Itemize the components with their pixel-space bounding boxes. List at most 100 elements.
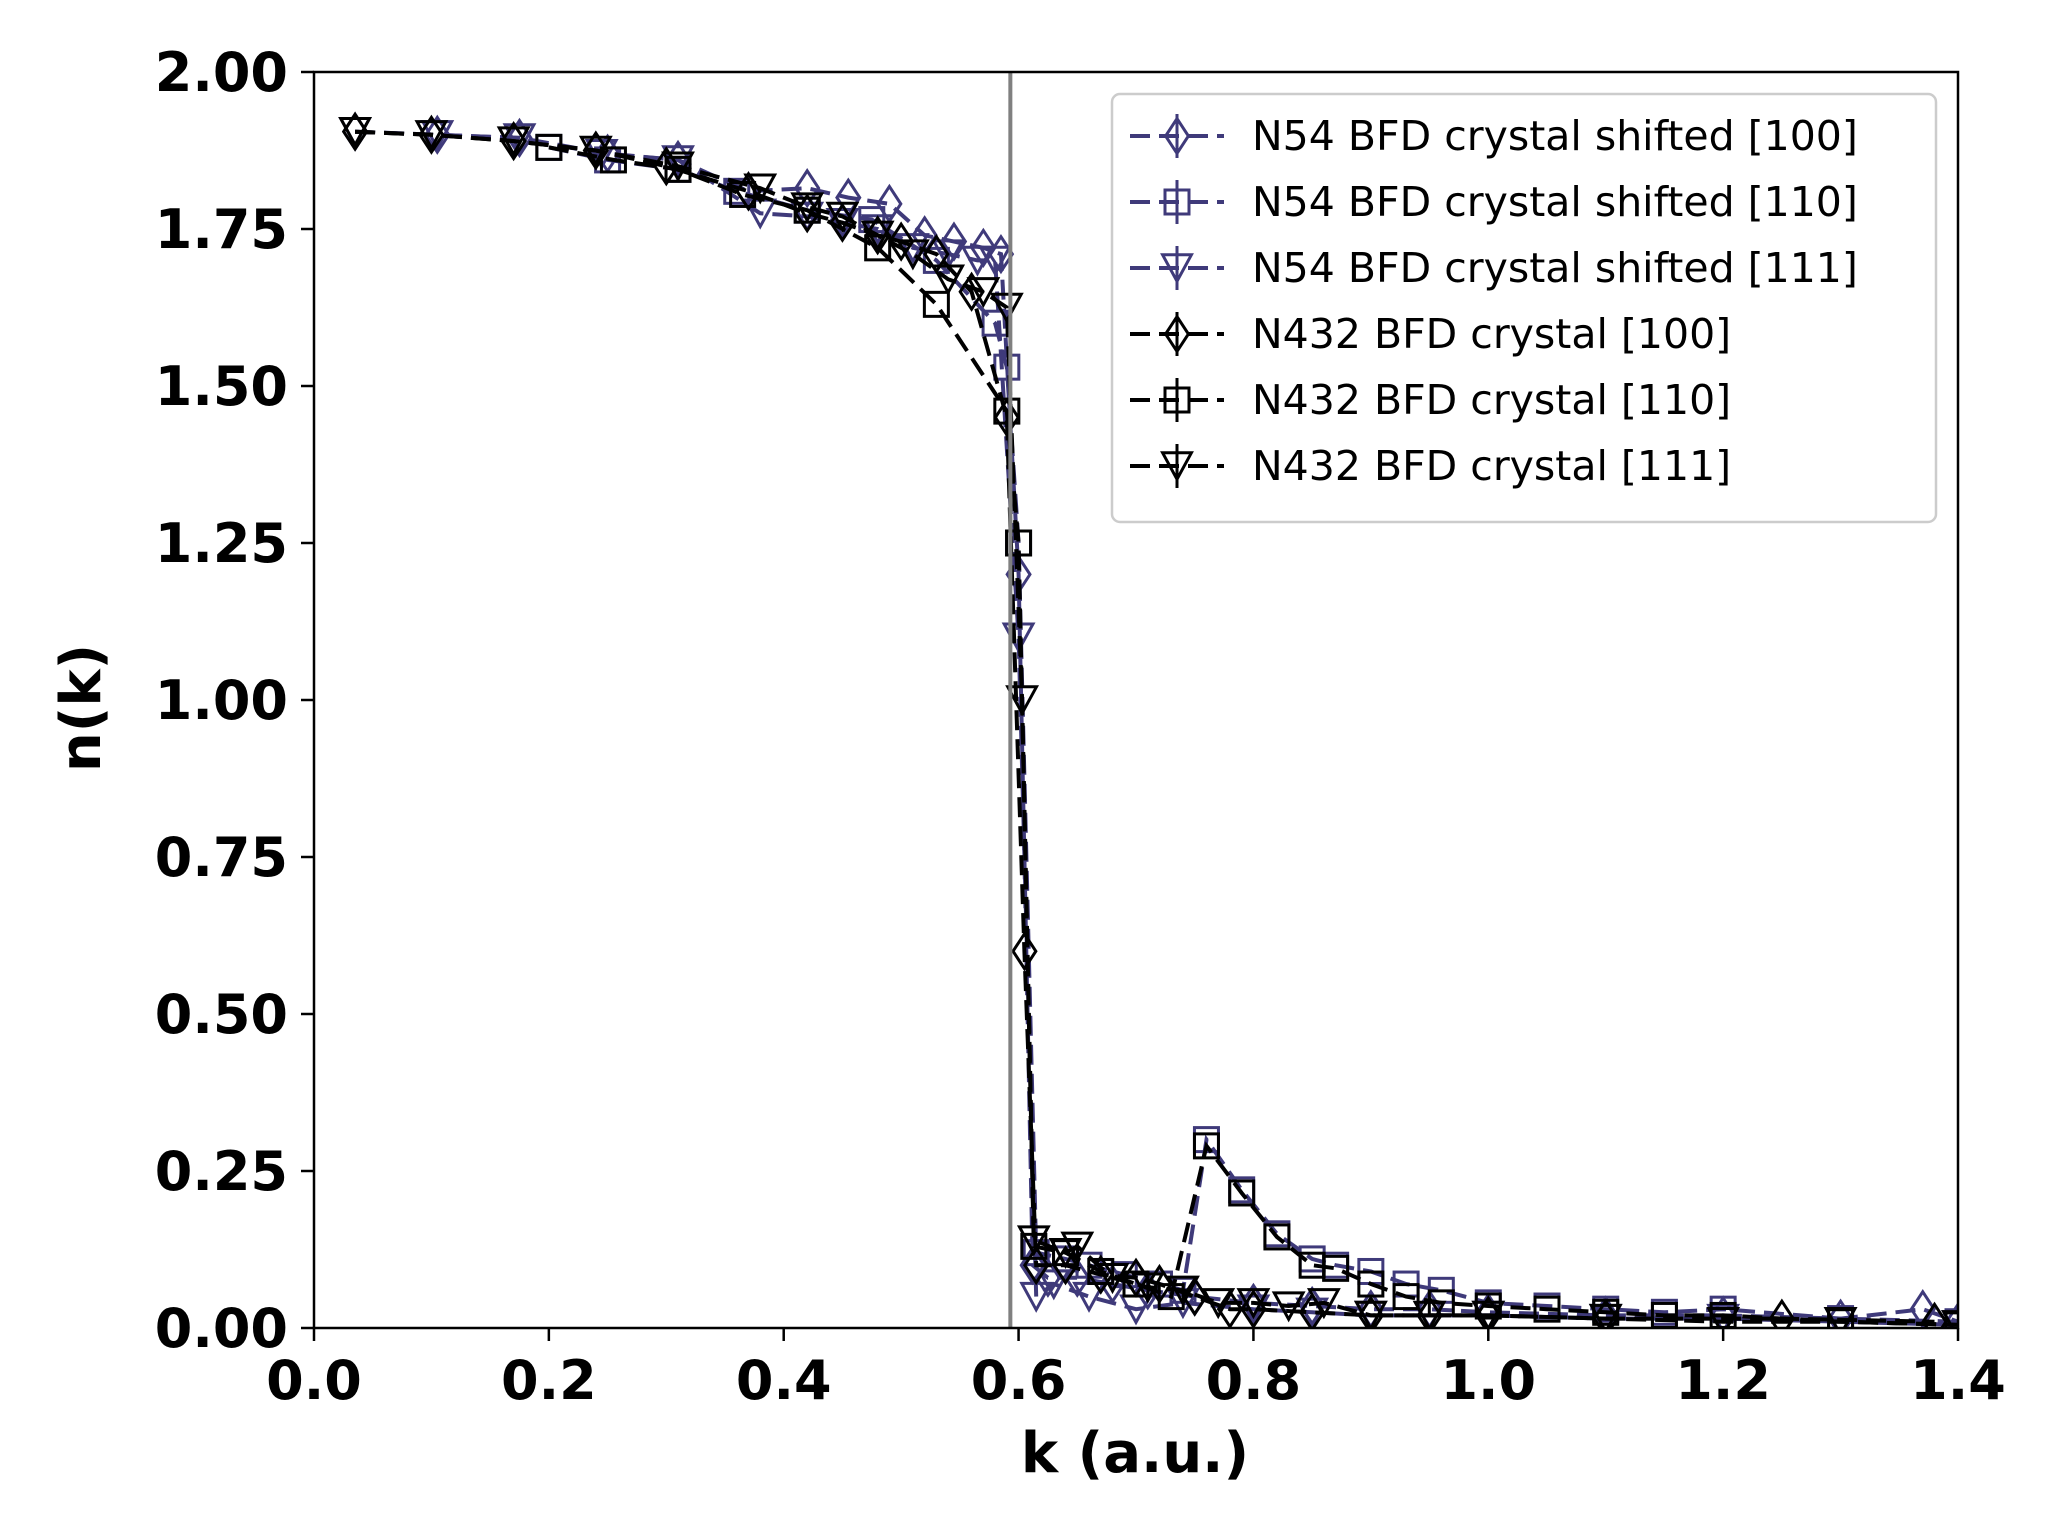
data-point	[1357, 1295, 1385, 1328]
data-point	[653, 146, 680, 187]
data-point	[825, 208, 860, 240]
data-point	[1087, 1257, 1115, 1285]
legend-label: N54 BFD crystal shifted [111]	[1252, 244, 1858, 292]
data-point	[661, 151, 695, 183]
x-tick-label: 0.4	[736, 1349, 832, 1412]
series-6	[338, 116, 1958, 1328]
legend-marker	[1163, 313, 1191, 355]
series-line	[355, 129, 1958, 1327]
data-point	[1052, 1245, 1079, 1286]
plot-area	[338, 72, 1958, 1328]
legend-label: N54 BFD crystal shifted [110]	[1252, 178, 1858, 226]
legend-marker	[1163, 115, 1191, 157]
legend-marker	[1160, 253, 1194, 285]
data-point	[1706, 1307, 1741, 1328]
data-point	[1271, 1291, 1306, 1323]
data-point	[1921, 1301, 1948, 1328]
series-line	[355, 129, 1935, 1324]
data-point	[1909, 1289, 1936, 1328]
data-point	[1306, 1288, 1341, 1320]
data-point	[1181, 1276, 1208, 1317]
x-tick-label: 0.8	[1206, 1349, 1302, 1412]
data-point	[1412, 1300, 1447, 1328]
data-point	[582, 130, 610, 171]
legend: N54 BFD crystal shifted [100] N54 BFD cry…	[1110, 92, 1938, 524]
data-point	[1016, 1225, 1051, 1257]
data-point	[1228, 1179, 1256, 1207]
data-point	[496, 126, 531, 158]
data-point	[1941, 1310, 1958, 1328]
data-point	[993, 397, 1021, 438]
data-point	[931, 264, 966, 296]
data-point	[1005, 685, 1040, 717]
legend-label: N432 BFD crystal [100]	[1252, 310, 1731, 358]
data-point	[931, 239, 966, 271]
data-point	[1471, 1300, 1506, 1328]
legend-marker	[1163, 386, 1191, 414]
legend-entry: N432 BFD crystal [110]	[1130, 376, 1731, 424]
data-point	[424, 114, 451, 155]
data-point	[825, 201, 860, 233]
y-tick-label: 0.00	[155, 1297, 288, 1360]
data-point	[1060, 1231, 1095, 1263]
x-tick-label: 1.0	[1440, 1349, 1536, 1412]
data-point	[502, 123, 537, 155]
y-tick-label: 1.50	[155, 355, 288, 418]
legend-label: N432 BFD crystal [110]	[1252, 376, 1731, 424]
data-point	[1588, 1303, 1623, 1328]
data-point	[1475, 1295, 1502, 1328]
x-tick-label: 0.6	[971, 1349, 1067, 1412]
x-tick-label: 1.2	[1675, 1349, 1771, 1412]
data-point	[1533, 1295, 1561, 1323]
data-point	[743, 173, 778, 205]
data-point	[989, 292, 1024, 324]
data-point	[1353, 1300, 1388, 1328]
data-point	[958, 271, 985, 312]
data-point	[1236, 1288, 1271, 1320]
data-point	[860, 220, 895, 252]
data-point	[418, 114, 445, 155]
data-point	[1827, 1298, 1854, 1328]
data-point	[887, 221, 915, 262]
y-tick-label: 1.75	[155, 198, 288, 261]
data-point	[1166, 1275, 1200, 1307]
data-point	[1322, 1254, 1350, 1282]
legend-entry: N432 BFD crystal [111]	[1130, 442, 1731, 490]
data-point	[1192, 1132, 1220, 1160]
data-point	[578, 135, 613, 167]
legend-marker	[1163, 188, 1191, 216]
y-tick-label: 1.25	[155, 512, 288, 575]
data-point	[922, 290, 950, 318]
data-point	[1357, 1270, 1385, 1298]
legend-entry: N54 BFD crystal shifted [111]	[1130, 244, 1858, 292]
data-point	[1263, 1223, 1291, 1251]
data-point	[338, 116, 373, 148]
x-tick-label: 0.0	[266, 1349, 362, 1412]
legend-label: N54 BFD crystal shifted [100]	[1252, 112, 1858, 160]
data-point	[1095, 1263, 1130, 1295]
legend-box	[1110, 92, 1938, 524]
data-point	[1392, 1283, 1420, 1311]
data-point	[1011, 931, 1038, 972]
y-tick-label: 0.50	[155, 983, 288, 1046]
legend-marker	[1160, 451, 1194, 483]
x-tick-label: 0.2	[501, 1349, 597, 1412]
data-point	[794, 168, 821, 209]
data-point	[1005, 529, 1033, 557]
data-point	[960, 245, 995, 277]
data-point	[978, 245, 1013, 277]
data-point	[1201, 1288, 1236, 1320]
data-point	[1416, 1295, 1443, 1328]
data-point	[661, 145, 695, 177]
x-tick-label: 1.4	[1910, 1349, 2006, 1412]
data-point	[1768, 1298, 1796, 1328]
axes: 0.0 0.2 0.4 0.6 0.8 1.0 1.2 1.4 0.00 0.25 0.50 0.75…	[155, 41, 2006, 1412]
data-point	[1944, 1301, 1958, 1328]
data-point	[414, 120, 449, 152]
data-point	[1130, 1272, 1165, 1304]
y-tick-label: 0.25	[155, 1140, 288, 1203]
legend-entry: N432 BFD crystal [100]	[1130, 310, 1731, 358]
data-point	[1036, 1269, 1071, 1301]
data-point	[966, 277, 1001, 309]
